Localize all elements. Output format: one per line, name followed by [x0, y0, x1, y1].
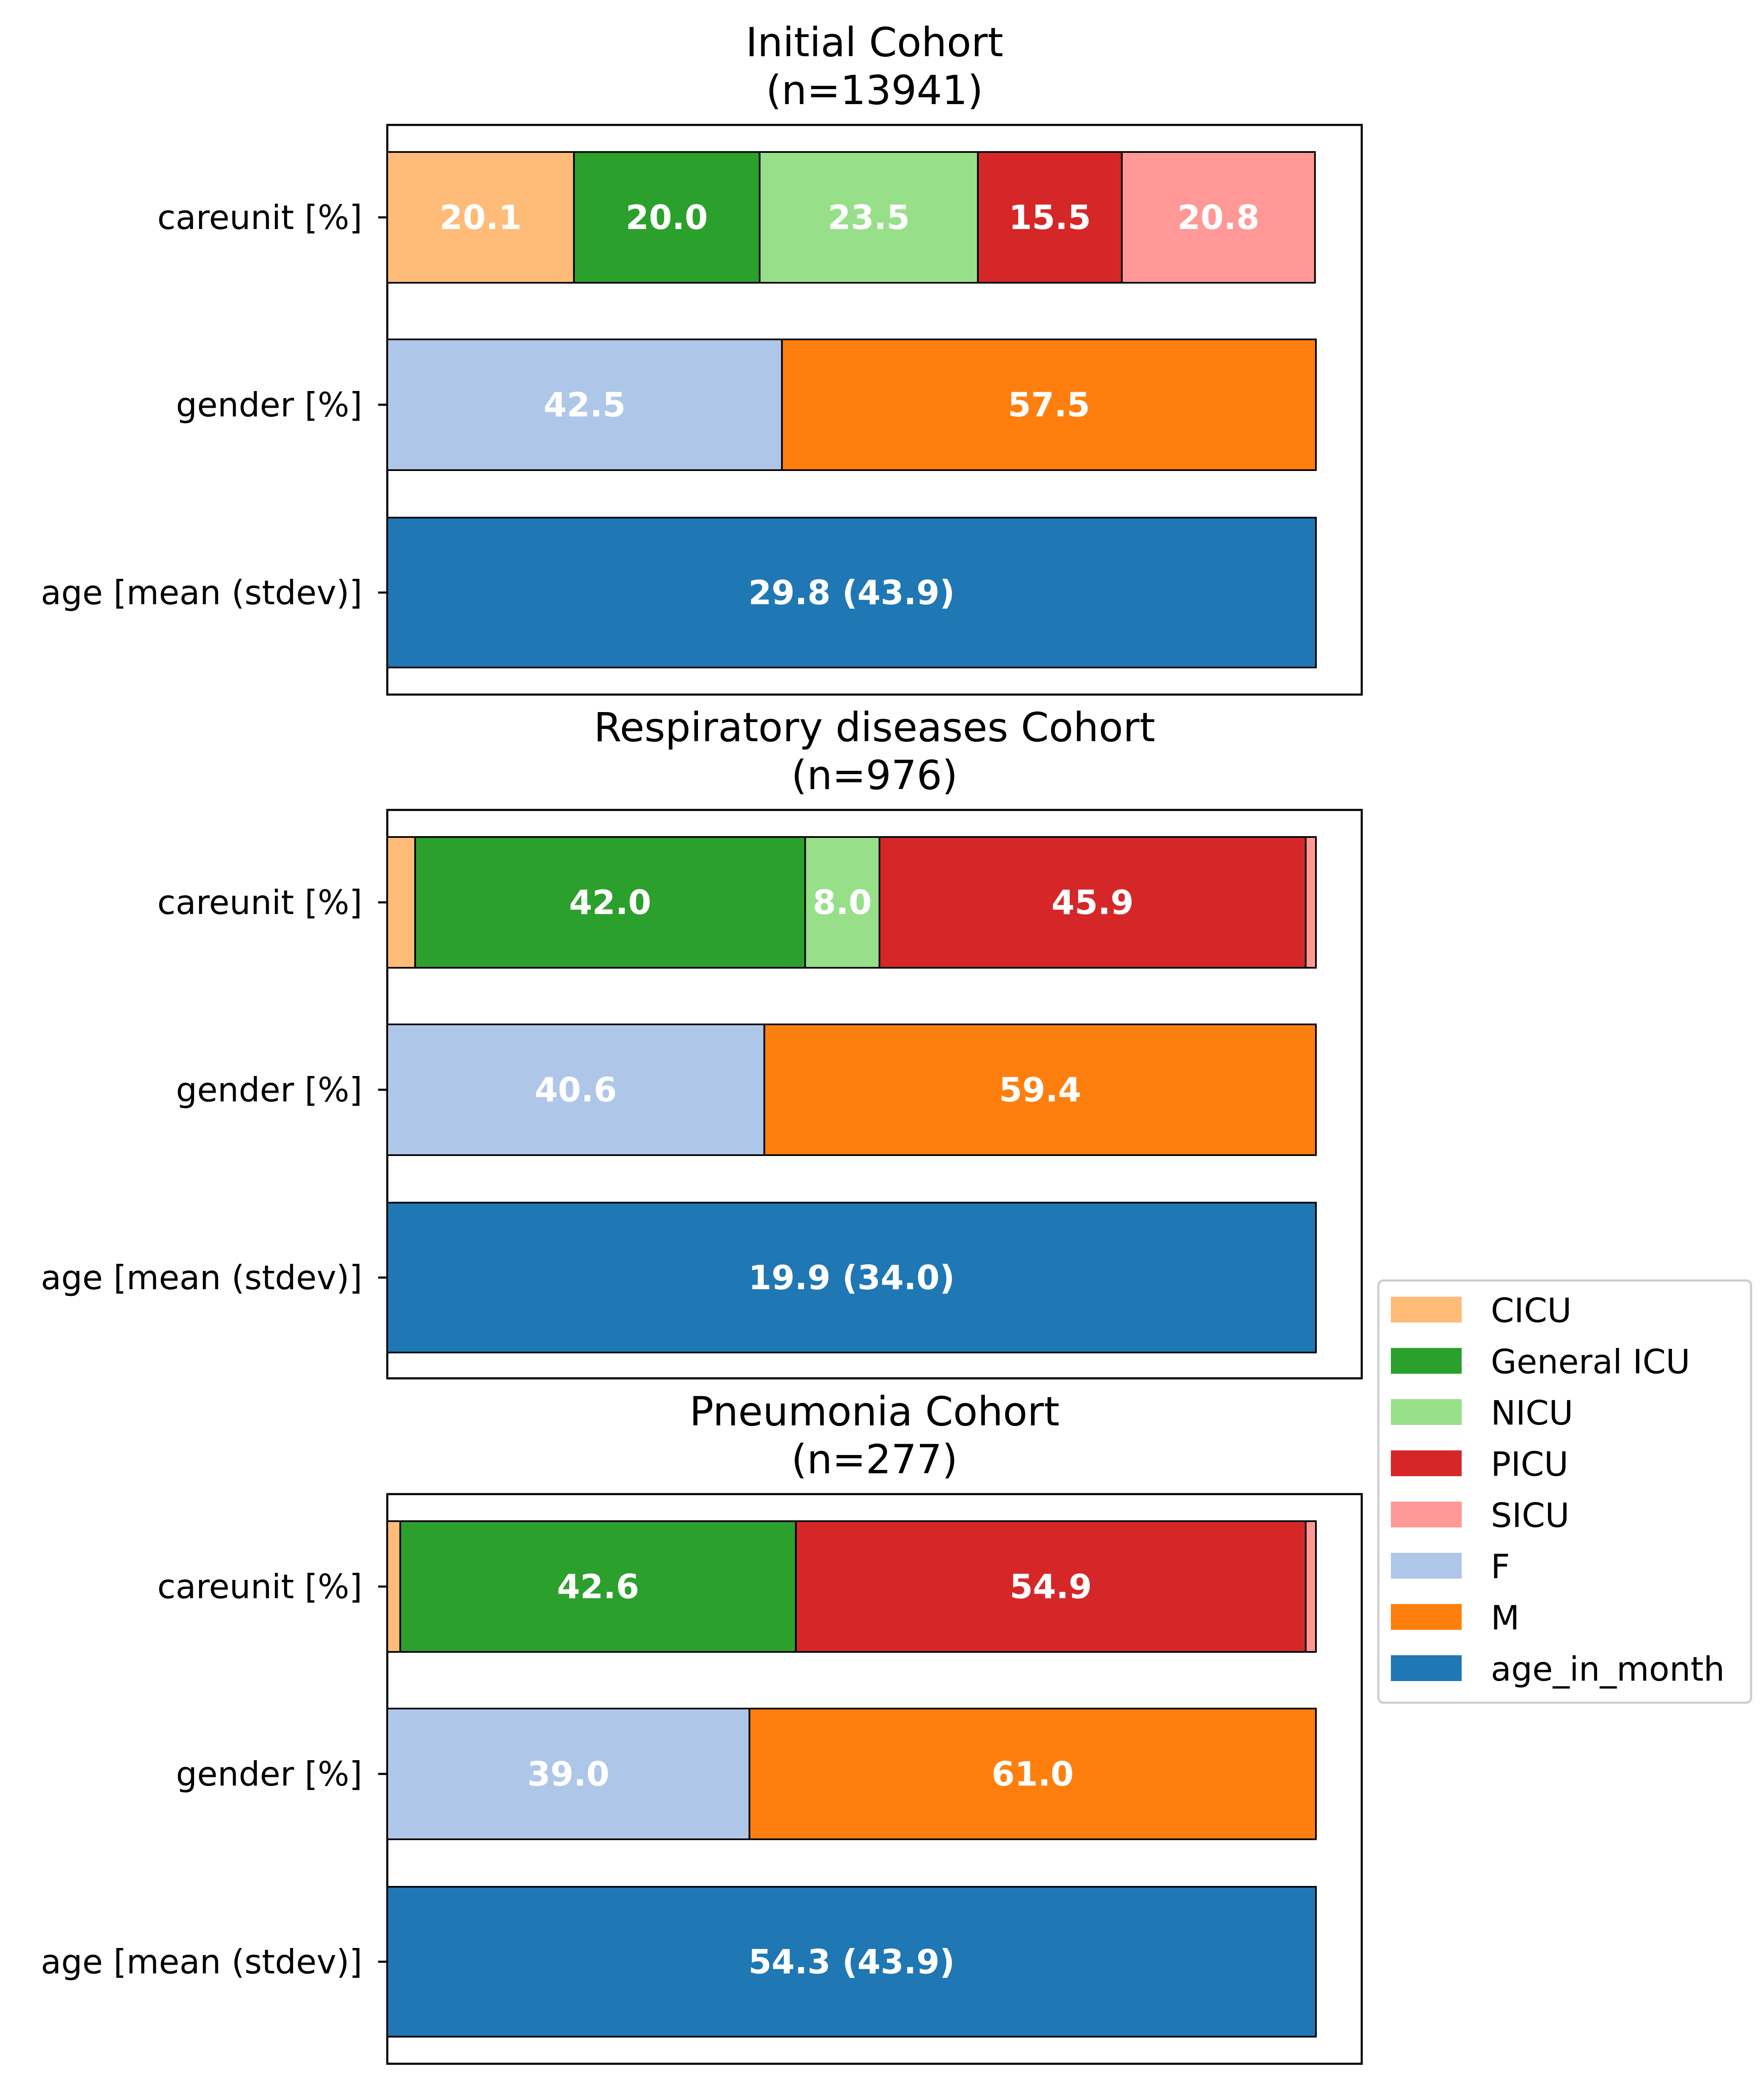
data-label: 61.0: [992, 1755, 1074, 1794]
legend-label: F: [1491, 1547, 1510, 1586]
panel-1: Initial Cohort(n=13941) careunit [%] 20.1 2…: [41, 19, 1363, 696]
data-label: 40.6: [535, 1071, 617, 1109]
y-tick-label: careunit [%]: [157, 1567, 362, 1606]
data-label: 20.8: [1177, 198, 1259, 237]
bar-age-age-in-month: [386, 1202, 1317, 1353]
bar-gender-m: [763, 1024, 1317, 1156]
legend-swatch-general-icu: [1391, 1348, 1462, 1374]
y-tick-label: gender [%]: [176, 1755, 362, 1794]
legend-swatch-m: [1391, 1604, 1462, 1630]
legend-swatch-age-in-month: [1391, 1655, 1462, 1681]
legend-swatch-sicu: [1391, 1502, 1462, 1527]
bar-careunit-general-icu: [399, 1520, 797, 1653]
data-label: 57.5: [1008, 386, 1090, 424]
bar-careunit-cicu: [386, 836, 416, 969]
bar-gender-f: [386, 1024, 765, 1156]
legend-swatch-f: [1391, 1553, 1462, 1579]
bar-gender-m: [748, 1708, 1317, 1840]
legend-label: CICU: [1491, 1291, 1572, 1330]
data-label: 20.0: [626, 198, 708, 237]
legend-label: M: [1491, 1599, 1520, 1637]
bar-careunit-sicu: [1121, 151, 1316, 284]
panel-subtitle: (n=277): [791, 1436, 957, 1483]
bar-careunit-cicu: [386, 151, 575, 284]
data-label: 15.5: [1009, 198, 1091, 237]
panel-subtitle: (n=976): [791, 752, 957, 799]
bar-age-age-in-month: [386, 1886, 1317, 2038]
y-tick-label: age [mean (stdev)]: [41, 1943, 362, 1981]
data-label: 29.8 (43.9): [748, 573, 955, 612]
y-tick-label: gender [%]: [176, 1071, 362, 1109]
y-tick-label: age [mean (stdev)]: [41, 1258, 362, 1297]
data-label: 42.0: [569, 883, 651, 922]
panel-title: Pneumonia Cohort: [690, 1388, 1060, 1435]
legend-label: PICU: [1491, 1445, 1568, 1484]
bar-careunit-picu: [878, 836, 1307, 969]
bar-careunit-nicu: [804, 836, 880, 969]
data-label: 45.9: [1051, 883, 1134, 922]
y-tick-label: careunit [%]: [157, 883, 362, 922]
panel-title: Respiratory diseases Cohort: [594, 704, 1155, 751]
legend-swatch-nicu: [1391, 1399, 1462, 1425]
panel-title: Initial Cohort: [746, 19, 1004, 66]
legend-label: age_in_month: [1491, 1650, 1725, 1689]
legend: CICU General ICU NICU PICU SICU FMage_in_mont…: [1377, 1279, 1752, 1704]
bar-careunit-sicu: [1305, 836, 1317, 969]
bar-gender-f: [386, 1708, 750, 1840]
panel-subtitle: (n=13941): [766, 67, 983, 114]
bar-gender-f: [386, 339, 783, 471]
data-label: 42.6: [557, 1567, 639, 1606]
data-label: 20.1: [439, 198, 521, 237]
bar-careunit-nicu: [759, 151, 979, 284]
bar-careunit-picu: [977, 151, 1123, 284]
y-tick-label: gender [%]: [176, 386, 362, 424]
data-label: 42.5: [543, 386, 625, 424]
data-label: 8.0: [813, 883, 872, 922]
data-label: 54.3 (43.9): [748, 1943, 955, 1981]
bar-careunit-cicu: [386, 1520, 401, 1653]
legend-frame: [1377, 1279, 1752, 1704]
data-label: 59.4: [999, 1071, 1081, 1109]
legend-label: SICU: [1491, 1496, 1570, 1535]
data-label: 19.9 (34.0): [748, 1258, 955, 1297]
data-label: 23.5: [828, 198, 910, 237]
legend-label: General ICU: [1491, 1343, 1690, 1381]
bar-gender-m: [781, 339, 1317, 471]
bar-careunit-picu: [795, 1520, 1307, 1653]
bar-careunit-sicu: [1305, 1520, 1317, 1653]
panel-2: Respiratory diseases Cohort(n=976) careun…: [41, 704, 1363, 1380]
bar-age-age-in-month: [386, 517, 1317, 668]
legend-swatch-cicu: [1391, 1297, 1462, 1323]
legend-swatch-picu: [1391, 1450, 1462, 1476]
y-tick-label: careunit [%]: [157, 198, 362, 237]
legend-label: NICU: [1491, 1394, 1573, 1432]
data-label: 39.0: [527, 1755, 609, 1794]
y-tick-label: age [mean (stdev)]: [41, 573, 362, 612]
data-label: 54.9: [1010, 1567, 1092, 1606]
panel-3: Pneumonia Cohort(n=277) careunit [%] 42.6 5…: [41, 1388, 1363, 2065]
